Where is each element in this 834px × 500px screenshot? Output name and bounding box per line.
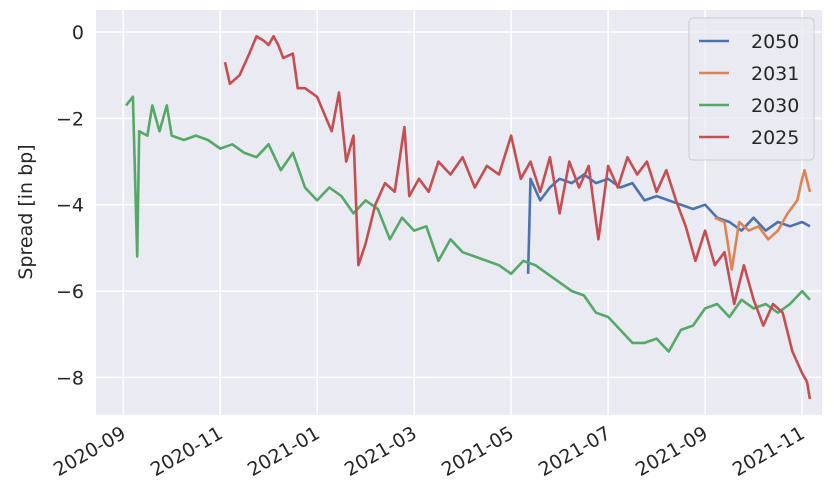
x-tick-label: 2021-05 — [438, 422, 518, 481]
legend-label: 2025 — [751, 127, 799, 149]
x-tick-label: 2021-11 — [729, 422, 809, 481]
y-tick-label: −2 — [56, 108, 84, 130]
legend: 2050 2031 2030 2025 — [688, 17, 815, 161]
y-tick-label: −8 — [56, 367, 84, 389]
x-tick-label: 2021-01 — [244, 422, 324, 481]
x-tick-label: 2021-09 — [632, 422, 712, 481]
series-line — [526, 173, 811, 274]
series-line — [223, 34, 812, 400]
y-axis-label: Spread [in bp] — [15, 144, 37, 279]
y-tick-label: −4 — [56, 195, 84, 217]
y-tick-label: −6 — [56, 281, 84, 303]
x-tick-label: 2021-07 — [535, 422, 615, 481]
legend-label: 2030 — [751, 95, 799, 117]
x-tick-label: 2021-03 — [341, 422, 421, 481]
x-tick-label: 2020-11 — [147, 422, 227, 481]
legend-label: 2031 — [751, 63, 799, 85]
legend-frame — [688, 17, 815, 161]
legend-label: 2050 — [751, 31, 799, 53]
series-line — [125, 95, 811, 353]
y-tick-label: 0 — [72, 22, 84, 44]
series-line — [714, 168, 812, 271]
x-tick-label: 2020-09 — [50, 422, 130, 481]
